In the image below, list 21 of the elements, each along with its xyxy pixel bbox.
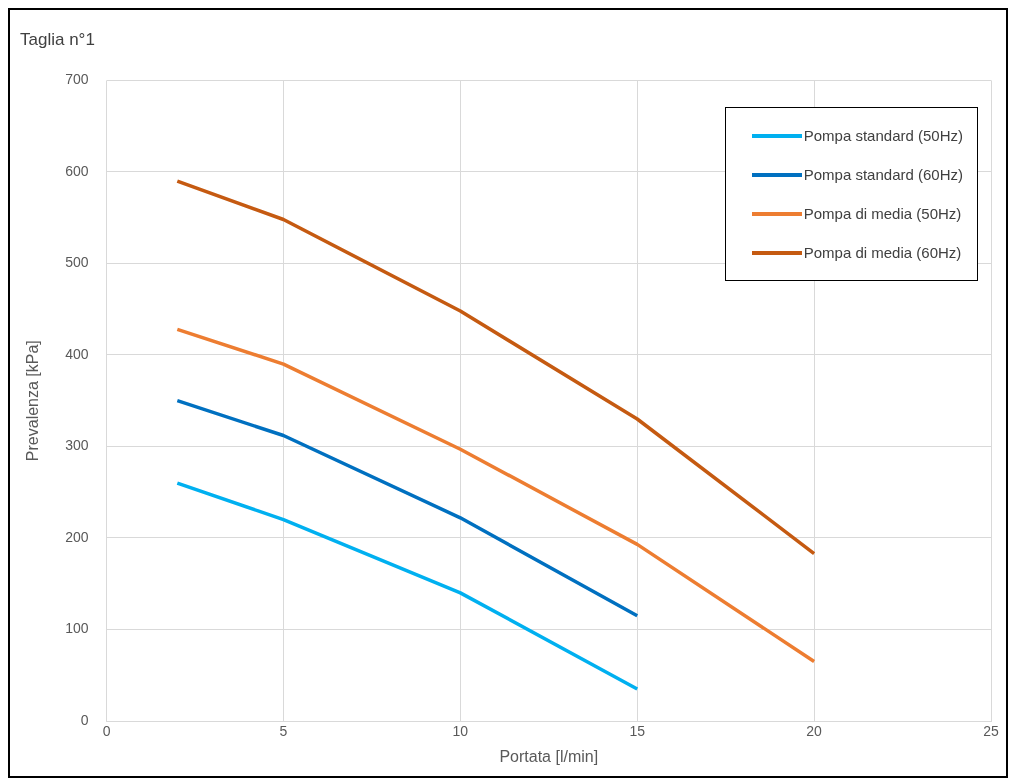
- x-tick-label: 15: [629, 723, 646, 740]
- legend-label: Pompa di media (50Hz): [803, 205, 962, 222]
- x-tick-label: 5: [279, 723, 288, 740]
- x-tick-label: 20: [806, 723, 823, 740]
- y-tick-label: 200: [65, 528, 89, 545]
- y-tick-label: 600: [65, 162, 89, 179]
- chart-title: Taglia n°1: [20, 29, 95, 49]
- y-tick-label: 400: [65, 345, 89, 362]
- legend-label: Pompa standard (60Hz): [803, 166, 963, 183]
- x-tick-label: 10: [452, 723, 469, 740]
- y-tick-label: 100: [65, 620, 89, 637]
- x-tick-label: 25: [983, 723, 999, 740]
- legend-label: Pompa di media (60Hz): [803, 244, 962, 261]
- y-tick-label: 0: [80, 711, 89, 728]
- y-tick-label: 500: [65, 254, 89, 271]
- x-axis-title: Portata [l/min]: [499, 747, 599, 765]
- y-tick-label: 700: [65, 71, 89, 88]
- y-axis-title: Prevalenza [kPa]: [24, 340, 42, 462]
- y-tick-label: 300: [65, 437, 89, 454]
- x-tick-label: 0: [102, 723, 111, 740]
- legend-label: Pompa standard (50Hz): [803, 127, 963, 144]
